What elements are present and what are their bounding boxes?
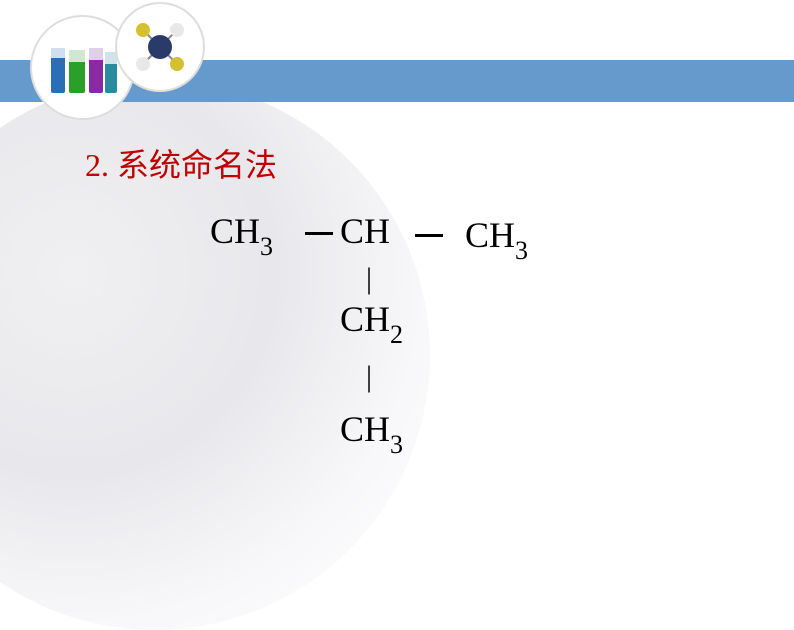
icon-circle-molecule bbox=[115, 2, 205, 92]
bond-horizontal-1 bbox=[305, 232, 333, 235]
molecule-model-icon bbox=[125, 12, 195, 82]
formula-ch3-bottom: CH3 bbox=[340, 408, 403, 456]
bond-vertical-2: | bbox=[366, 360, 372, 394]
bond-horizontal-2 bbox=[415, 234, 443, 237]
formula-ch3-right: CH3 bbox=[465, 214, 528, 262]
section-title: 2. 系统命名法 bbox=[85, 140, 277, 186]
formula-ch-center: CH bbox=[340, 210, 390, 252]
chemistry-beakers-icon bbox=[43, 28, 123, 108]
bond-vertical-1: | bbox=[366, 262, 372, 296]
formula-ch3-left: CH3 bbox=[210, 210, 273, 258]
formula-ch2: CH2 bbox=[340, 298, 403, 346]
